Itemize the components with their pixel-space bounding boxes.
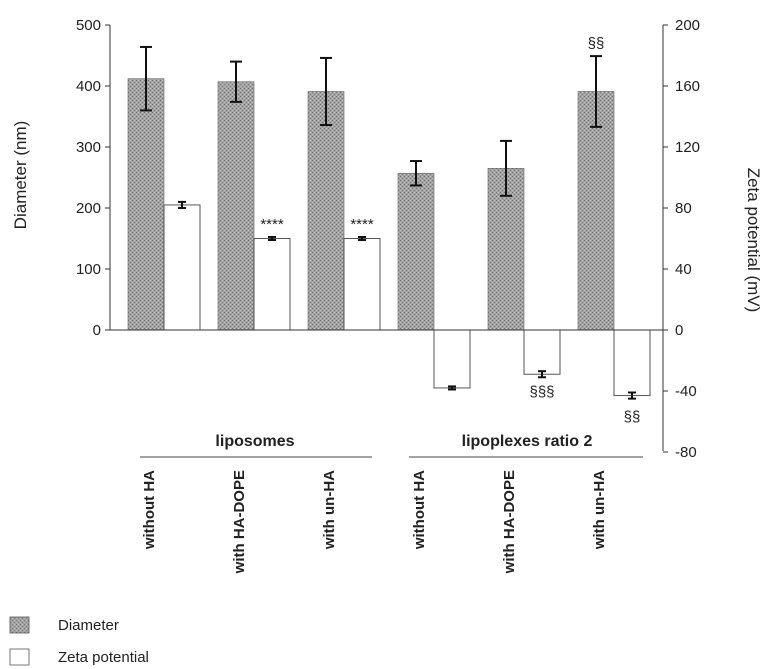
right-tick-label: 40 — [675, 261, 692, 278]
legend-label-zeta: Zeta potential — [58, 649, 149, 666]
group-label-lipoplexes: lipoplexes ratio 2 — [462, 433, 593, 450]
left-tick-label: 500 — [76, 17, 101, 34]
bar-diameter — [397, 172, 435, 331]
significance-annotation: §§§ — [529, 383, 554, 400]
annotations: **** ****§§§§§§§ — [260, 35, 640, 426]
bars — [127, 78, 651, 397]
bar-diameter — [127, 78, 165, 331]
bar-zeta-potential — [523, 329, 561, 375]
left-ticks: 0 100 200 300 400 500 — [76, 17, 110, 339]
legend-swatch-zeta — [9, 648, 30, 666]
group-label-liposomes: liposomes — [215, 433, 294, 450]
legend: Diameter Zeta potential — [9, 616, 149, 666]
left-tick-label: 300 — [76, 139, 101, 156]
y2-axis-title: Zeta potential (mV) — [744, 168, 763, 313]
category-labels: without HA with HA-DOPE with un-HA without … — [141, 470, 608, 575]
bar-diameter — [307, 91, 345, 331]
right-tick-label: 200 — [675, 17, 700, 34]
significance-annotation: §§ — [624, 409, 641, 426]
left-tick-label: 100 — [76, 261, 101, 278]
category-label: with HA-DOPE — [501, 470, 518, 574]
legend-swatch-diameter — [9, 616, 30, 634]
category-label: with HA-DOPE — [231, 470, 248, 574]
right-ticks: -80 -40 0 40 80 120 160 200 — [663, 17, 700, 461]
error-bars — [140, 45, 636, 400]
category-label: without HA — [141, 470, 158, 550]
right-tick-label: 120 — [675, 139, 700, 156]
right-tick-label: 80 — [675, 200, 692, 217]
bar-zeta-potential — [613, 329, 651, 397]
bar-zeta-potential — [343, 238, 381, 331]
right-tick-label: -40 — [675, 383, 697, 400]
bar-diameter — [217, 81, 255, 331]
left-tick-label: 400 — [76, 78, 101, 95]
left-tick-label: 0 — [93, 322, 101, 339]
axes — [109, 25, 664, 451]
bar-zeta-potential — [253, 238, 291, 331]
significance-annotation: §§ — [588, 35, 605, 52]
category-label: with un-HA — [321, 470, 338, 550]
significance-annotation: **** — [350, 216, 374, 233]
category-label: with un-HA — [591, 470, 608, 550]
right-tick-label: 0 — [675, 322, 683, 339]
left-tick-label: 200 — [76, 200, 101, 217]
y-axis-title: Diameter (nm) — [11, 121, 30, 230]
bar-zeta-potential — [433, 329, 471, 389]
right-tick-label: -80 — [675, 444, 697, 461]
group-labels: liposomes lipoplexes ratio 2 — [140, 433, 643, 458]
right-tick-label: 160 — [675, 78, 700, 95]
significance-annotation: **** — [260, 216, 284, 233]
category-label: without HA — [411, 470, 428, 550]
legend-label-diameter: Diameter — [58, 617, 119, 634]
bar-zeta-potential — [163, 204, 201, 331]
